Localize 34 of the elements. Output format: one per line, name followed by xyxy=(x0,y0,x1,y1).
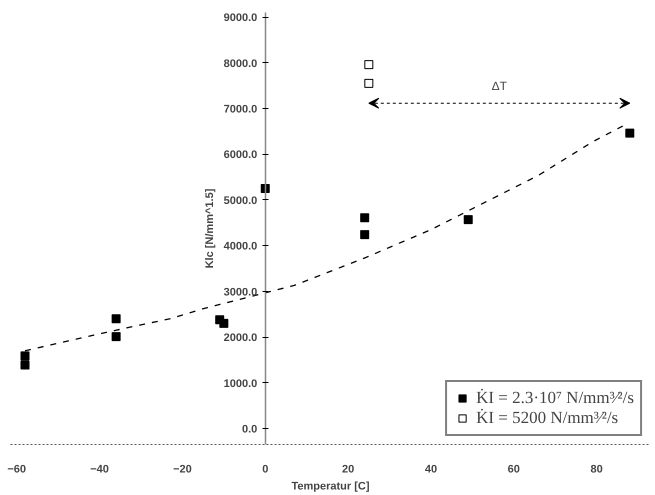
x-axis-title: Temperatur [C] xyxy=(291,480,370,492)
y-axis-title: Klc [N/mm^1.5] xyxy=(204,188,216,268)
y-tick-label: 7000.0 xyxy=(224,104,258,116)
y-tick-label: 4000.0 xyxy=(224,240,258,253)
y-tick-label: 0.0 xyxy=(242,424,258,436)
y-tick-label: 9000.0 xyxy=(224,12,258,24)
x-tick-label: 80 xyxy=(590,464,603,476)
y-tick-label: 6000.0 xyxy=(224,149,258,162)
point xyxy=(464,215,473,224)
point xyxy=(360,230,370,240)
x-tick-label: 0 xyxy=(262,464,268,476)
point xyxy=(364,60,374,70)
point xyxy=(360,213,370,222)
y-tick-label: 8000.0 xyxy=(224,58,258,70)
x-tick-label: −20 xyxy=(173,464,192,476)
point xyxy=(625,128,634,138)
point xyxy=(112,314,121,324)
y-tick-label: 3000.0 xyxy=(224,286,258,298)
y-tick-label: 5000.0 xyxy=(224,194,258,207)
x-tick-label: 40 xyxy=(424,464,438,476)
legend-label: K̇I = 2.3·10⁷ N/mm³⁄²/s xyxy=(476,388,634,408)
y-tick-label: 2000.0 xyxy=(224,332,258,344)
point xyxy=(20,360,30,370)
x-tick-label: −60 xyxy=(7,464,26,476)
point xyxy=(112,332,121,342)
legend-label: K̇I = 5200 N/mm³⁄²/s xyxy=(476,408,618,428)
point xyxy=(20,351,30,360)
y-tick-label: 1000.0 xyxy=(224,378,258,390)
x-tick-label: −40 xyxy=(90,464,109,476)
annotation: ΔT xyxy=(492,79,508,94)
point xyxy=(219,318,228,328)
x-tick-label: 20 xyxy=(342,464,354,476)
point xyxy=(364,78,374,88)
x-tick-label: 60 xyxy=(508,464,520,476)
